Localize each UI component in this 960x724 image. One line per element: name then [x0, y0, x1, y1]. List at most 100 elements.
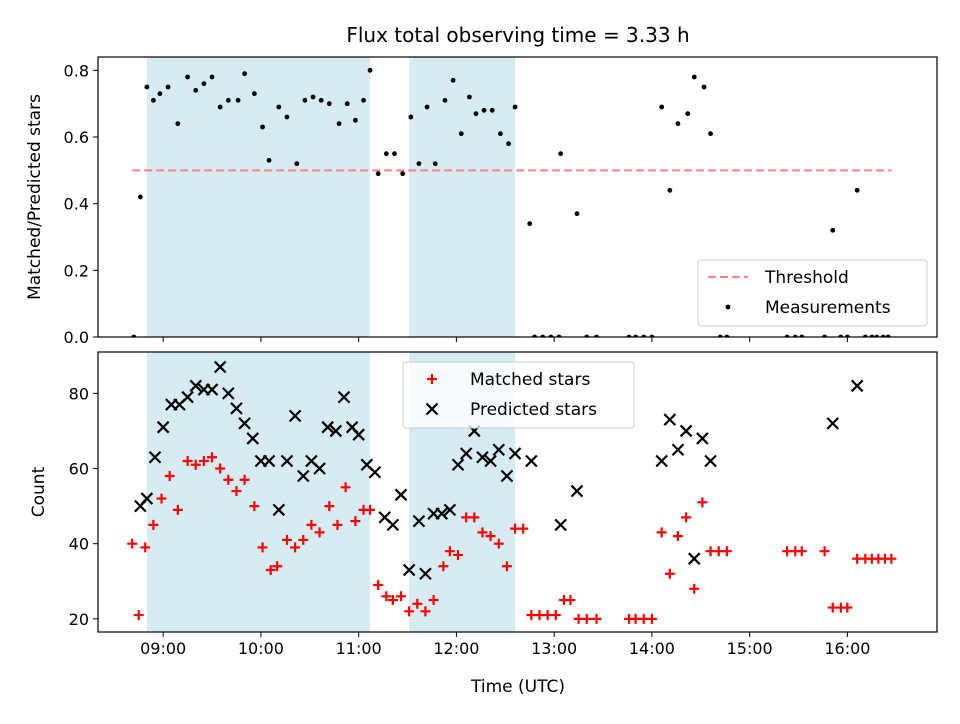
measurement-point: [344, 101, 350, 107]
predicted-star-point: [484, 454, 497, 468]
measurement-point: [375, 171, 381, 177]
matched-star-point: [207, 452, 218, 463]
data-layer: [127, 360, 897, 624]
predicted-star-point: [394, 488, 408, 502]
measurement-point: [497, 131, 503, 137]
legend-threshold-label: Threshold: [764, 268, 849, 288]
measurement-point: [225, 97, 231, 103]
predicted-star-point: [222, 387, 235, 400]
predicted-star-point: [205, 383, 219, 396]
y-tick-label: 80: [69, 384, 89, 403]
matched-star-point: [140, 542, 151, 553]
predicted-star-point: [570, 484, 584, 498]
measurement-point: [830, 227, 836, 233]
matched-star-point: [314, 527, 325, 538]
matched-star-point: [381, 591, 392, 602]
predicted-star-point: [213, 360, 227, 374]
y-axis-label: Count: [29, 466, 49, 517]
matched-star-point: [886, 553, 897, 564]
matched-star-point: [581, 613, 592, 624]
matched-star-point: [412, 598, 423, 609]
measurement-point: [558, 151, 564, 157]
measurement-point: [302, 97, 308, 103]
predicted-star-point: [419, 567, 432, 581]
matched-star-point: [223, 474, 234, 485]
measurement-point: [367, 67, 373, 73]
matched-star-point: [332, 519, 343, 530]
measurement-point: [667, 187, 673, 193]
matched-star-point: [404, 606, 415, 617]
matched-star-point: [493, 538, 504, 549]
x-tick-label: 10:00: [238, 639, 284, 658]
y-tick-label: 60: [69, 460, 89, 479]
matched-star-point: [550, 610, 561, 621]
legend-measurement-label: Measurements: [765, 298, 891, 318]
legend-matched-swatch: [427, 374, 437, 384]
measurement-point: [691, 74, 697, 80]
legend-box: [697, 259, 928, 327]
measurement-point: [310, 94, 316, 100]
measurement-point: [489, 107, 495, 113]
matched-star-point: [190, 459, 201, 470]
predicted-star-point: [230, 402, 243, 415]
measurement-point: [685, 111, 691, 117]
predicted-star-point: [181, 390, 194, 404]
predicted-star-point: [500, 469, 514, 483]
matched-star-point: [133, 610, 144, 621]
measurement-point: [144, 84, 150, 90]
measurement-point: [251, 91, 257, 97]
predicted-star-point: [826, 417, 840, 430]
predicted-star-point: [288, 409, 302, 423]
measurement-point: [353, 117, 358, 123]
y-tick-label: 0.4: [64, 195, 89, 214]
predicted-star-point: [663, 413, 677, 426]
predicted-star-point: [687, 552, 701, 565]
matched-star-point: [518, 523, 529, 534]
x-tick-label: 13:00: [531, 639, 577, 658]
matched-star-point: [148, 519, 159, 530]
y-tick-label: 20: [69, 610, 89, 629]
measurement-point: [209, 74, 215, 80]
predicted-star-point: [476, 450, 489, 464]
legend-predicted-swatch: [425, 402, 439, 416]
shaded-interval: [409, 57, 516, 337]
top-axes: 0.0 0.2 0.4 0.6 0.8 Matched/Predicted stars Th…: [25, 56, 938, 347]
shaded-interval: [146, 352, 371, 632]
measurement-point: [165, 84, 171, 90]
matched-star-point: [485, 531, 496, 542]
matched-star-point: [689, 583, 700, 594]
measurement-point: [157, 91, 163, 97]
matched-star-point: [842, 602, 853, 613]
matched-star-point: [265, 564, 276, 575]
matched-star-point: [290, 542, 301, 553]
measurement-point: [266, 157, 272, 163]
matched-star-point: [428, 595, 439, 606]
measurement-point: [442, 97, 448, 103]
matched-star-point: [172, 504, 183, 515]
measurement-point: [185, 74, 191, 80]
predicted-star-point: [148, 450, 162, 464]
matched-star-point: [672, 531, 683, 542]
matched-star-point: [646, 613, 657, 624]
y-tick-label: 0.6: [64, 128, 89, 147]
matched-star-point: [444, 546, 455, 557]
measurement-point: [318, 97, 324, 103]
predicted-star-point: [313, 462, 326, 475]
predicted-star-point: [850, 379, 864, 393]
measurement-point: [659, 104, 665, 110]
matched-star-point: [396, 591, 407, 602]
predicted-star-point: [352, 428, 365, 441]
matched-star-point: [324, 501, 335, 512]
matched-star-point: [656, 527, 667, 538]
predicted-star-point: [189, 379, 203, 393]
legend-predicted-label: Predicted stars: [470, 400, 597, 420]
predicted-star-point: [402, 563, 416, 577]
matched-star-point: [164, 471, 175, 482]
predicted-star-point: [337, 390, 351, 404]
measurement-point: [506, 141, 511, 147]
predicted-star-point: [704, 454, 717, 468]
matched-star-point: [198, 455, 209, 466]
measurement-point: [708, 131, 713, 137]
predicted-star-point: [508, 447, 522, 460]
